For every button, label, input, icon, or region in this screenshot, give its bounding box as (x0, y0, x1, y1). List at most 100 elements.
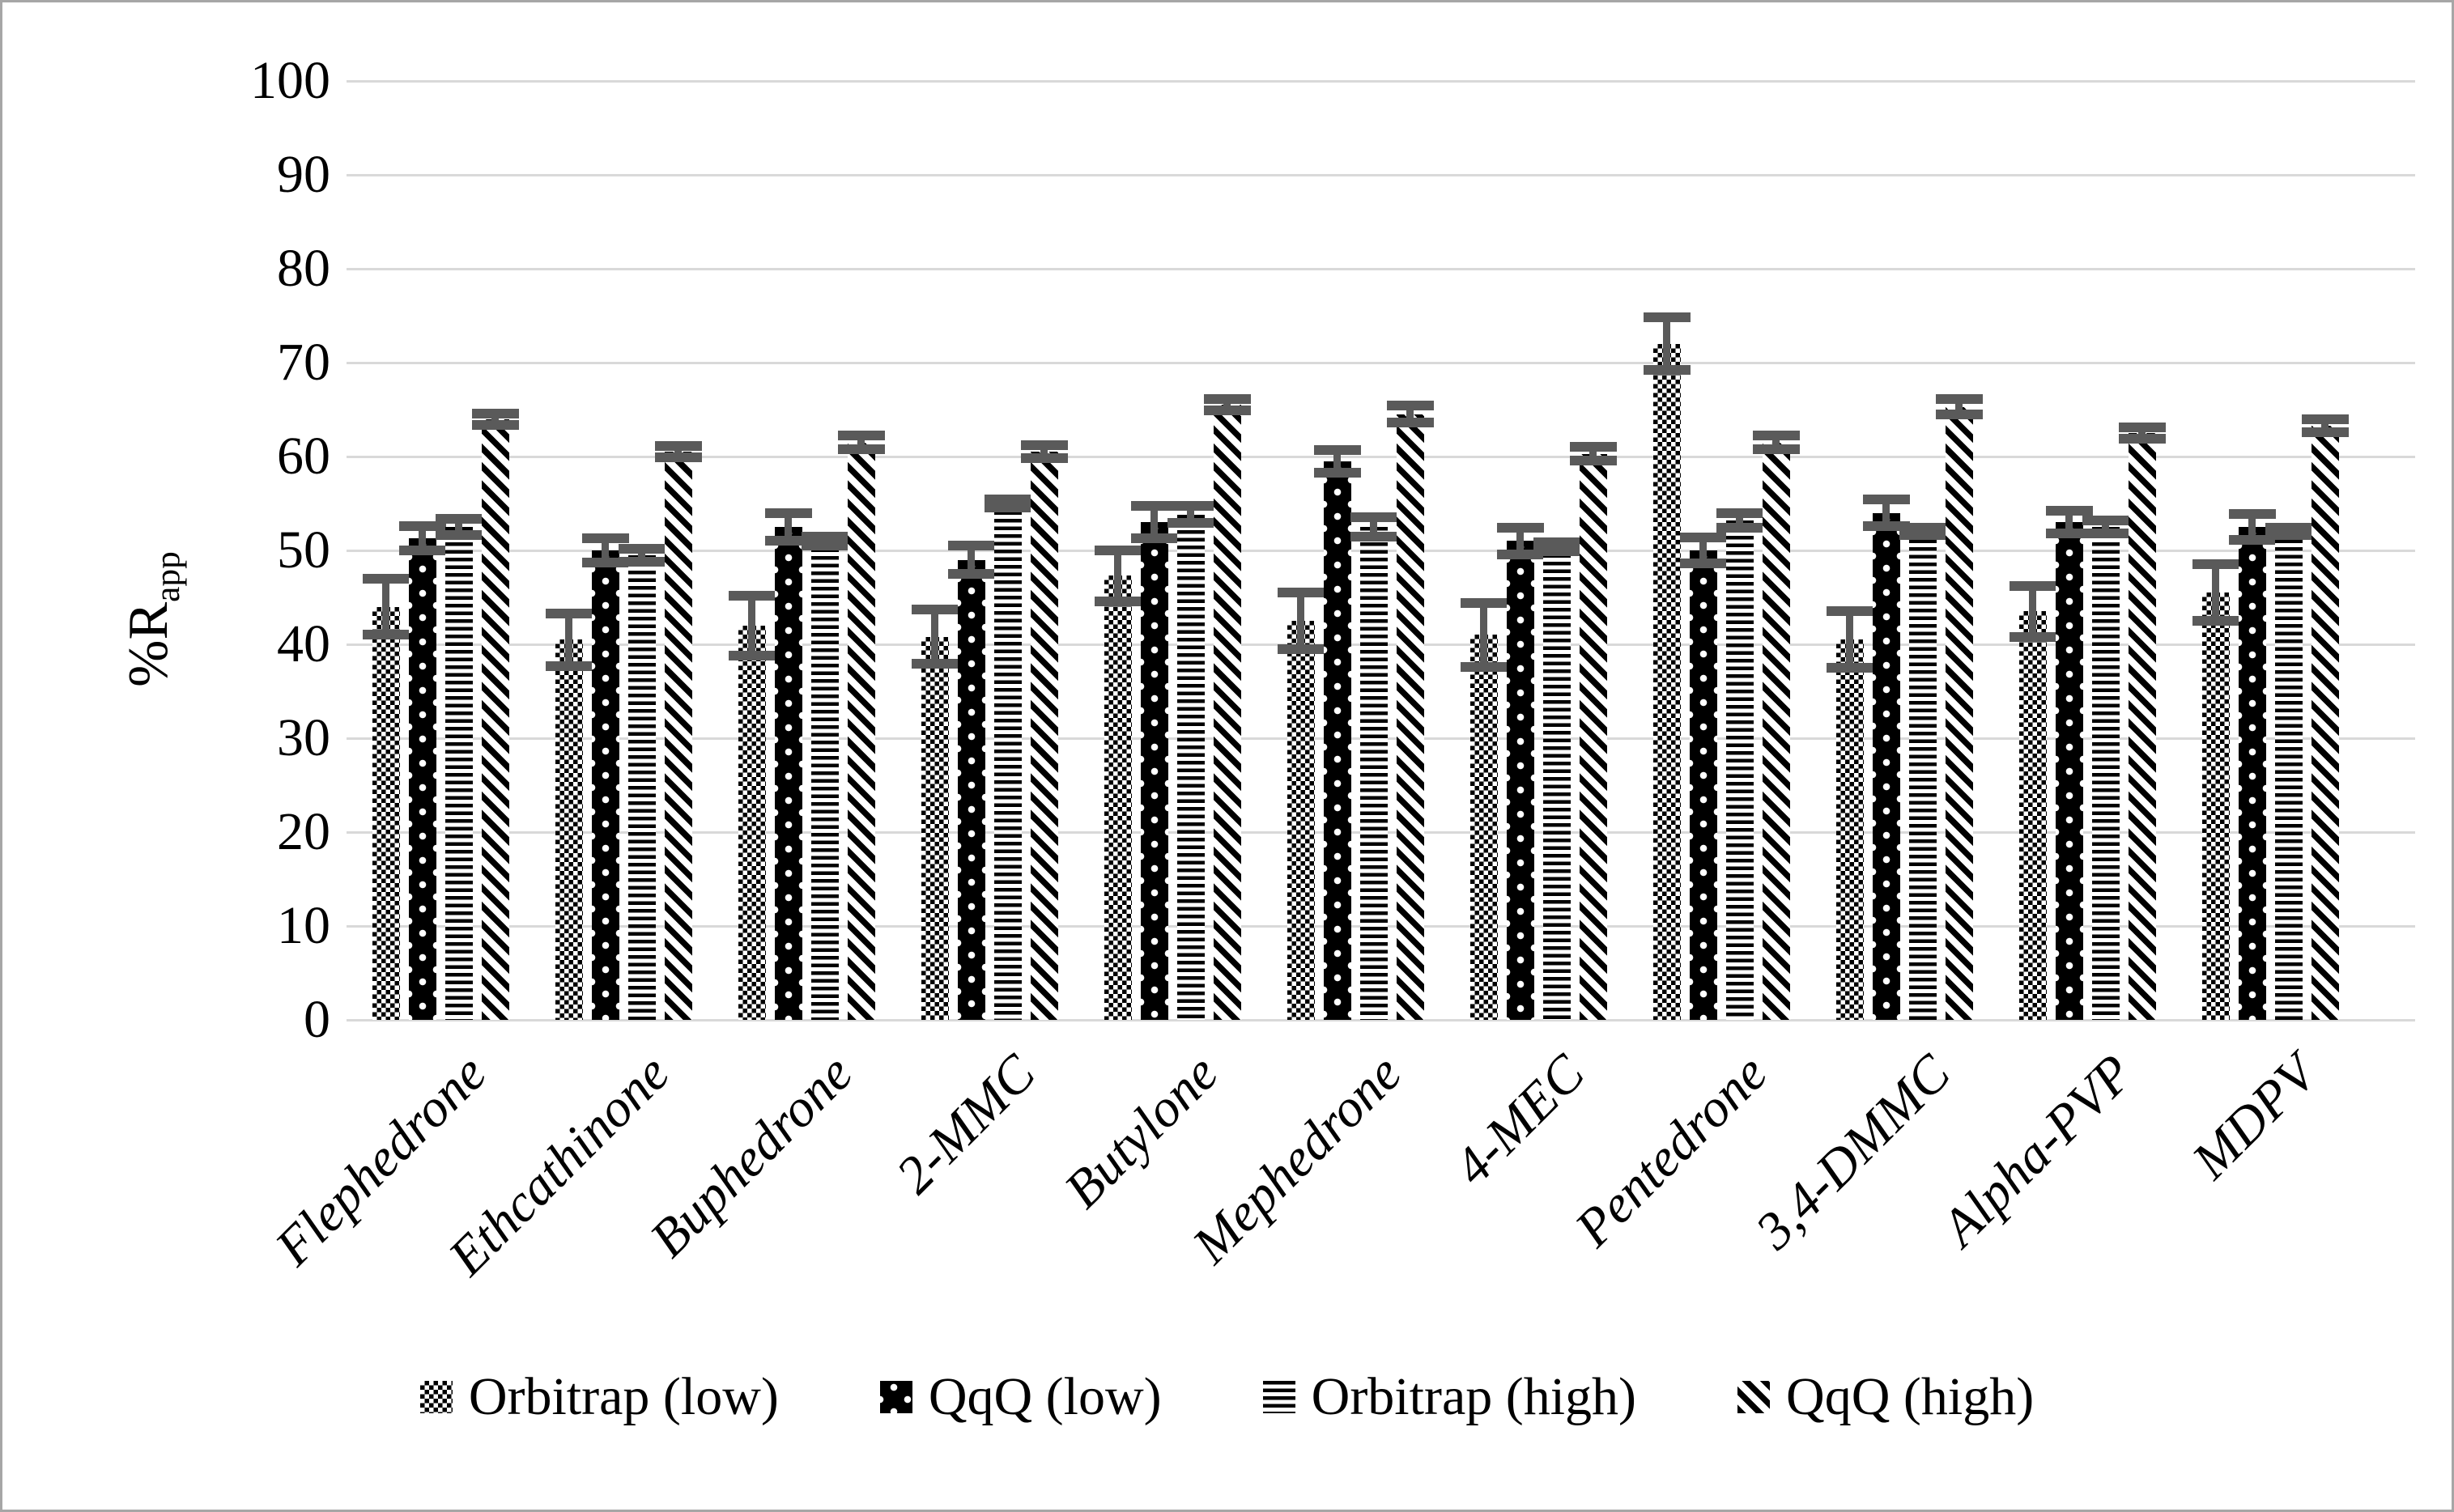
legend-swatch-diagonal-stripes-icon (1737, 1381, 1771, 1413)
y-tick-label-30: 30 (277, 708, 330, 767)
error-bar-cap-bottom (1386, 418, 1434, 428)
error-bar-cap-top (1826, 606, 1873, 617)
x-category-label-Alpha-PVP: Alpha-PVP (1930, 1043, 2145, 1258)
bar-qqq-high--MDPV (2311, 425, 2339, 1020)
bar-cluster-2-MMC (911, 81, 1068, 1020)
bar-cluster-Mephedrone (1277, 81, 1434, 1020)
error-bar-cap-bottom (2045, 529, 2093, 539)
error-bar-cap-top (1533, 537, 1580, 547)
error-bar-stem (857, 435, 865, 449)
error-bar-cap-bottom (2301, 427, 2349, 437)
legend: Orbitrap (low) QqQ (low) Orbitrap (high) Qq… (2, 1369, 2452, 1425)
error-bar-cap-top (1899, 523, 1946, 533)
y-tick-label-40: 40 (277, 614, 330, 673)
error-bar-cap-bottom (1350, 531, 1397, 542)
error-bar-cap-bottom (2082, 529, 2129, 539)
gridline-90 (347, 173, 2415, 176)
error-bar-stem (2065, 511, 2073, 534)
y-tick-label-70: 70 (277, 333, 330, 392)
error-bar-cap-top (1350, 512, 1397, 523)
x-category-label-MDPV: MDPV (2180, 1043, 2328, 1191)
error-bar-cap-bottom (1569, 455, 1617, 465)
error-bar-cap-top (618, 543, 666, 554)
error-bar-cap-bottom (362, 630, 410, 640)
bar-qqq-low--Pentedrone (1689, 550, 1717, 1020)
error-bar-cap-bottom (471, 419, 519, 430)
error-bar-cap-bottom (1460, 661, 1508, 672)
bar-orbitrap-low--3,4-DMMC (1835, 639, 1864, 1020)
error-bar-stem (2029, 586, 2036, 637)
plot-area (347, 79, 2415, 1021)
error-bar-cap-bottom (2118, 433, 2166, 444)
y-tick-label-10: 10 (277, 896, 330, 955)
bar-qqq-low--Ethcathinone (591, 550, 619, 1020)
y-tick-label-20: 20 (277, 802, 330, 861)
error-bar-cap-top (398, 520, 446, 531)
error-bar-stem (491, 413, 499, 425)
error-bar-cap-top (1569, 442, 1617, 452)
error-bar-cap-top (1460, 597, 1508, 608)
bar-qqq-low--4-MEC (1506, 541, 1534, 1020)
legend-swatch-checkerboard-icon (419, 1381, 453, 1413)
error-bar-stem (2138, 427, 2146, 439)
error-bar-stem (1846, 611, 1853, 668)
error-bar-cap-top (435, 513, 483, 524)
error-bar-cap-bottom (1935, 409, 1983, 419)
bar-cluster-4-MEC (1460, 81, 1617, 1020)
error-bar-stem (1297, 592, 1304, 649)
x-category-label-3,4-DMMC: 3,4-DMMC (1744, 1043, 1962, 1261)
error-bar-stem (1040, 445, 1048, 459)
error-bar-cap-bottom (1277, 643, 1325, 654)
x-category-label-2-MMC: 2-MMC (885, 1043, 1047, 1205)
bar-orbitrap-high--Ethcathinone (627, 554, 656, 1020)
bar-qqq-low--2-MMC (957, 559, 985, 1020)
error-bar-cap-bottom (398, 546, 446, 555)
error-bar-stem (1333, 449, 1341, 473)
error-bar-cap-top (1935, 394, 1983, 405)
error-bar-cap-bottom (728, 650, 776, 660)
error-bar-cap-top (2009, 581, 2056, 592)
bar-qqq-low--Butylone (1140, 522, 1168, 1020)
error-bar-cap-bottom (1203, 406, 1251, 416)
error-bar-cap-top (654, 441, 702, 452)
legend-label: Orbitrap (low) (468, 1367, 779, 1426)
error-bar-cap-top (1094, 546, 1142, 555)
legend-swatch-black-white-dots-icon (879, 1381, 912, 1413)
bar-orbitrap-high--Flephedrone (444, 527, 473, 1020)
y-tick-label-90: 90 (277, 145, 330, 204)
error-bar-stem (1955, 399, 1963, 414)
bar-orbitrap-low--4-MEC (1469, 635, 1498, 1020)
error-bar-cap-top (471, 408, 519, 418)
error-bar-cap-bottom (2265, 530, 2312, 541)
error-bar-cap-top (581, 533, 629, 543)
error-bar-stem (1699, 537, 1707, 564)
error-bar-cap-top (801, 531, 848, 542)
error-bar-cap-bottom (618, 556, 666, 567)
error-bar-stem (674, 446, 682, 458)
error-bar-stem (1663, 317, 1670, 371)
error-bar-stem (382, 578, 389, 635)
bar-qqq-low--Mephedrone (1323, 461, 1351, 1020)
bar-qqq-high--Mephedrone (1396, 414, 1424, 1020)
bar-cluster-Ethcathinone (545, 81, 702, 1020)
error-bar-cap-top (2265, 523, 2312, 533)
error-bar-cap-top (1752, 431, 1800, 441)
error-bar-stem (748, 595, 755, 656)
error-bar-cap-bottom (801, 541, 848, 551)
error-bar-cap-bottom (1899, 530, 1946, 541)
bar-qqq-high--Ethcathinone (664, 452, 692, 1020)
error-bar-stem (2212, 564, 2219, 621)
bar-qqq-low--Flephedrone (408, 537, 436, 1020)
error-bar-stem (2102, 520, 2109, 534)
error-bar-stem (1516, 528, 1524, 554)
bar-orbitrap-low--Butylone (1104, 575, 1132, 1020)
y-tick-label-100: 100 (250, 51, 330, 110)
y-tick-label-0: 0 (304, 990, 330, 1049)
error-bar-stem (565, 613, 572, 666)
bar-qqq-low--3,4-DMMC (1872, 512, 1900, 1020)
error-bar-cap-top (837, 431, 885, 441)
error-bar-stem (1187, 506, 1194, 524)
error-bar-cap-bottom (581, 558, 629, 568)
legend-item-qqq-high-: QqQ (high) (1737, 1369, 2034, 1425)
